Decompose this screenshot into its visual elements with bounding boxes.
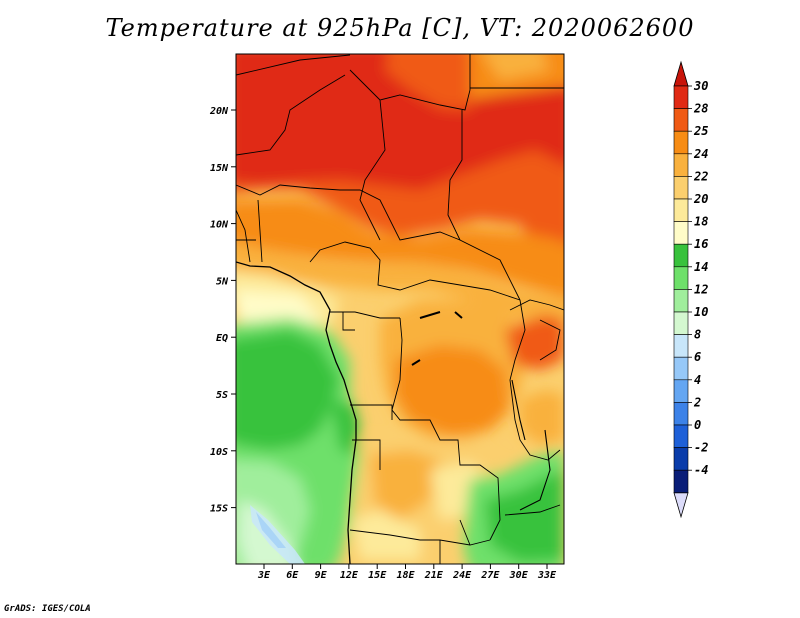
lat-tick-label: EQ (216, 333, 228, 344)
lon-tick-label: 3E (257, 570, 271, 581)
colorbar-bin (673, 289, 689, 313)
colorbar-bin (673, 176, 689, 200)
colorbar-bin (673, 198, 689, 222)
lon-tick-label: 9E (315, 570, 328, 581)
country-borders (236, 54, 564, 564)
lon-tick-label: 30E (509, 570, 529, 581)
colorbar-bin (673, 221, 689, 245)
map-frame (235, 53, 565, 565)
map-title: Temperature at 925hPa [C], VT: 202006260… (105, 14, 695, 42)
colorbar-bin (673, 243, 689, 268)
lat-tick-label: 5S (216, 390, 228, 401)
colorbar-label: 10 (694, 305, 708, 319)
lat-tick-label: 20N (209, 106, 229, 117)
colorbar-bin (673, 85, 689, 109)
colorbar-bin (673, 334, 689, 358)
lon-tick-label: 27E (480, 570, 500, 581)
colorbar-bin (673, 447, 689, 471)
grads-credit: GrADS: IGES/COLA (4, 604, 91, 614)
lat-tick-label: 15N (210, 163, 229, 174)
colorbar-label: -2 (694, 441, 708, 455)
colorbar-top-arrow (673, 60, 689, 87)
colorbar-label: 0 (694, 418, 701, 432)
lon-tick-label: 21E (424, 570, 444, 581)
colorbar-bin (673, 153, 689, 177)
colorbar-label: 22 (693, 169, 708, 183)
lon-tick-label: 33E (537, 570, 557, 581)
colorbar-bin (673, 130, 689, 155)
colorbar-label: 18 (694, 215, 708, 229)
lon-tick-label: 15E (368, 570, 387, 581)
lat-tick-label: 5N (216, 276, 229, 287)
colorbar-bin (673, 402, 689, 426)
colorbar-label: 6 (694, 350, 701, 364)
colorbar-label: 16 (694, 237, 708, 251)
latitude-ticks: 20N 15N 10N 5N EQ 5S 10S 15S (209, 106, 236, 515)
colorbar-label: 14 (694, 260, 708, 274)
colorbar-bin (673, 356, 689, 381)
colorbar-label: 2 (693, 395, 701, 409)
colorbar-bin (673, 379, 689, 403)
colorbar-label: 8 (694, 328, 701, 342)
colorbar-bin (673, 469, 689, 494)
colorbar-label: 12 (694, 282, 708, 296)
temperature-field (236, 54, 564, 564)
colorbar-bottom-arrow (673, 492, 689, 519)
colorbar-label: 25 (693, 124, 708, 138)
lat-tick-label: 10N (210, 220, 229, 231)
colorbar-bin (673, 108, 689, 132)
colorbar-label: -4 (694, 463, 708, 477)
colorbar-bin (673, 424, 689, 448)
lon-tick-label: 12E (340, 570, 359, 581)
lat-tick-label: 15S (210, 504, 228, 515)
lon-tick-label: 18E (396, 570, 415, 581)
colorbar-label: 30 (693, 79, 708, 93)
colorbar-label: 20 (693, 192, 708, 206)
colorbar-label: 4 (694, 373, 701, 387)
longitude-ticks: 3E 6E 9E 12E 15E 18E 21E 24E 27E 30E 33E (257, 564, 557, 581)
colorbar-bin (673, 266, 689, 290)
lat-tick-label: 10S (210, 447, 228, 458)
lon-tick-label: 6E (286, 570, 299, 581)
colorbar-label: 24 (693, 147, 708, 161)
colorbar-bin (673, 311, 689, 335)
colorbar-label: 28 (693, 102, 708, 116)
lon-tick-label: 24E (452, 570, 472, 581)
